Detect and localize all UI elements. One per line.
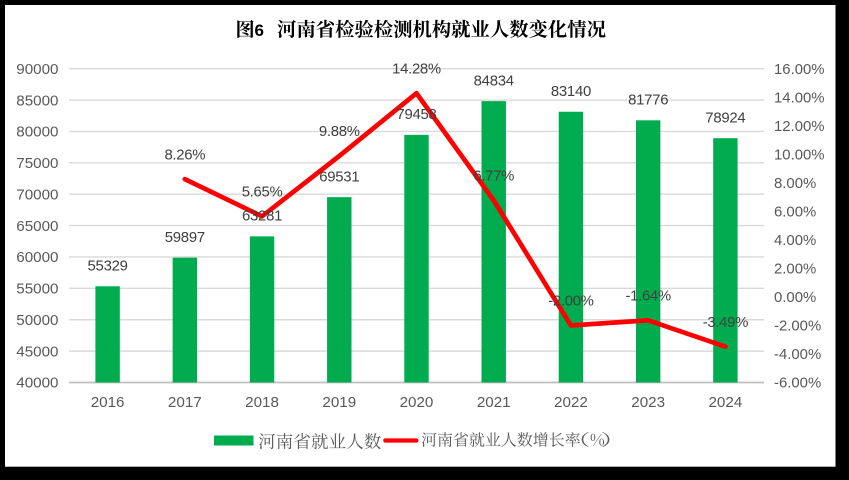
svg-text:2022: 2022 (554, 394, 588, 411)
svg-text:60000: 60000 (16, 249, 58, 266)
svg-text:2016: 2016 (91, 394, 125, 411)
svg-text:6.77%: 6.77% (473, 169, 514, 185)
svg-text:90000: 90000 (16, 61, 58, 78)
svg-text:10.00%: 10.00% (774, 147, 825, 163)
svg-text:12.00%: 12.00% (774, 119, 825, 135)
svg-text:2020: 2020 (400, 394, 434, 411)
svg-text:85000: 85000 (16, 92, 58, 109)
svg-text:80000: 80000 (16, 124, 58, 141)
svg-text:16.00%: 16.00% (774, 62, 825, 78)
svg-text:2017: 2017 (168, 394, 202, 411)
svg-text:6: 6 (254, 21, 263, 40)
svg-text:40000: 40000 (16, 375, 58, 392)
svg-text:45000: 45000 (16, 343, 58, 360)
svg-text:14.28%: 14.28% (392, 61, 441, 77)
svg-text:2024: 2024 (708, 394, 742, 411)
svg-text:50000: 50000 (16, 312, 58, 329)
svg-text:55329: 55329 (88, 259, 128, 275)
svg-text:70000: 70000 (16, 186, 58, 203)
svg-text:75000: 75000 (16, 155, 58, 172)
svg-text:8.00%: 8.00% (774, 176, 816, 192)
svg-text:59897: 59897 (165, 230, 205, 246)
svg-text:2023: 2023 (631, 394, 665, 411)
svg-text:-3.49%: -3.49% (703, 315, 748, 331)
svg-text:9.88%: 9.88% (319, 124, 360, 140)
svg-text:2019: 2019 (322, 394, 356, 411)
svg-text:-1.64%: -1.64% (625, 289, 670, 305)
svg-text:2021: 2021 (477, 394, 511, 411)
svg-text:65000: 65000 (16, 218, 58, 235)
svg-text:69531: 69531 (319, 170, 359, 186)
svg-text:5.65%: 5.65% (242, 185, 283, 201)
svg-text:2018: 2018 (245, 394, 279, 411)
svg-text:83140: 83140 (551, 84, 591, 100)
svg-text:-4.00%: -4.00% (774, 347, 821, 363)
svg-text:84834: 84834 (474, 73, 514, 89)
svg-text:0.00%: 0.00% (774, 290, 816, 306)
svg-text:63281: 63281 (242, 209, 282, 225)
svg-text:-2.00%: -2.00% (548, 294, 593, 310)
svg-text:6.00%: 6.00% (774, 205, 816, 221)
svg-text:2.00%: 2.00% (774, 262, 816, 278)
svg-text:4.00%: 4.00% (774, 233, 816, 249)
svg-text:-6.00%: -6.00% (774, 376, 821, 392)
svg-text:78924: 78924 (705, 111, 745, 127)
svg-text:8.26%: 8.26% (164, 147, 205, 163)
svg-text:14.00%: 14.00% (774, 90, 825, 106)
svg-text:55000: 55000 (16, 281, 58, 298)
svg-text:-2.00%: -2.00% (774, 319, 821, 335)
svg-text:79458: 79458 (396, 107, 436, 123)
svg-text:81776: 81776 (628, 93, 668, 109)
